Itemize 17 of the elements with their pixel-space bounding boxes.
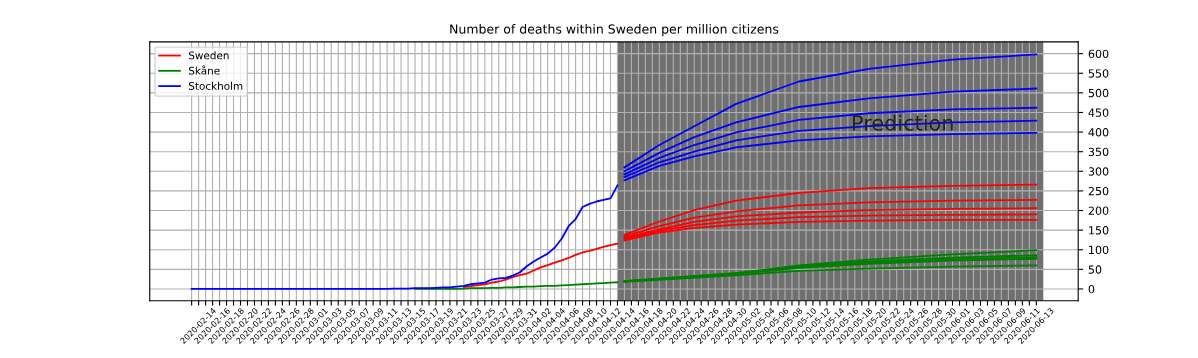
- y-tick-label: 50: [1088, 265, 1102, 274]
- y-tick-label: 550: [1088, 69, 1109, 78]
- y-tick-label: 150: [1089, 226, 1109, 235]
- y-tick-label: 0: [1088, 284, 1095, 294]
- y-tick-label: 200: [1088, 206, 1109, 215]
- y-tick-label: 100: [1089, 245, 1109, 255]
- y-tick-label: 600: [1088, 49, 1109, 59]
- legend-label: Sweden: [188, 51, 229, 60]
- y-tick-label: 250: [1088, 186, 1109, 196]
- y-tick-label: 450: [1088, 108, 1109, 117]
- legend-label: Skåne: [188, 65, 220, 75]
- legend-label: Stockholm: [188, 81, 243, 90]
- chart-title: Number of deaths within Sweden per million citizens: [450, 24, 779, 37]
- y-tick-label: 300: [1088, 167, 1109, 176]
- y-tick-label: 400: [1088, 128, 1109, 137]
- y-tick-label: 350: [1088, 147, 1109, 157]
- y-tick-label: 500: [1088, 88, 1109, 98]
